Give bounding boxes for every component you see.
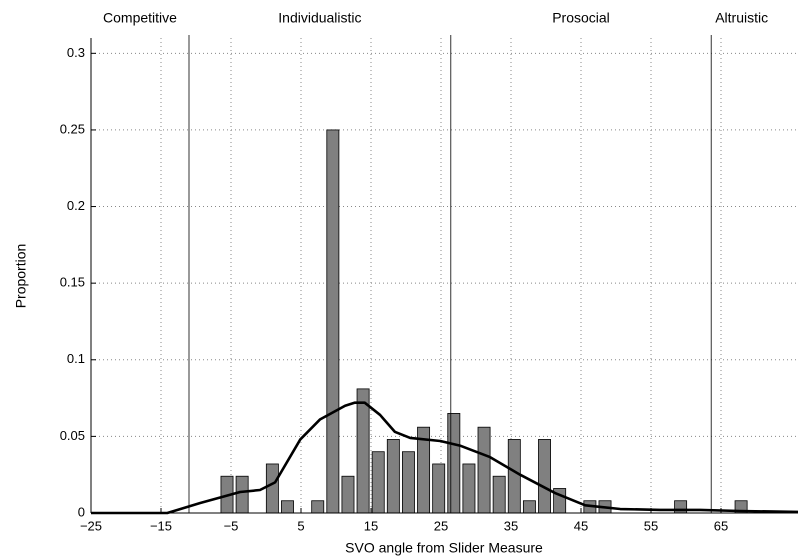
bar (265, 463, 279, 514)
y-tick-label: 0.3 (67, 45, 85, 60)
bar (432, 463, 446, 514)
bar (341, 475, 355, 514)
region-label: Prosocial (552, 10, 610, 26)
bar (386, 439, 400, 514)
x-tick-label: −25 (80, 518, 102, 533)
bar (522, 500, 536, 514)
y-tick-label: 0.15 (60, 275, 85, 290)
bar (371, 451, 385, 514)
x-tick-label: 25 (434, 518, 448, 533)
bar (281, 500, 294, 514)
y-tick-label: 0 (78, 504, 85, 519)
bar (326, 129, 340, 514)
y-tick-label: 0.2 (67, 198, 85, 213)
x-tick-label: 15 (364, 518, 378, 533)
bar (477, 426, 491, 514)
y-tick-label: 0.05 (60, 428, 85, 443)
x-tick-label: 45 (574, 518, 588, 533)
density-line (91, 401, 798, 515)
bar (507, 439, 521, 514)
bar (356, 388, 370, 514)
x-axis-label: SVO angle from Slider Measure (345, 540, 543, 556)
region-label: Competitive (103, 10, 177, 26)
x-tick-label: 5 (297, 518, 304, 533)
bar (311, 500, 325, 514)
x-tick-label: −5 (224, 518, 239, 533)
bar (447, 413, 461, 514)
bar (538, 439, 551, 514)
x-tick-label: 65 (714, 518, 728, 533)
region-label: Altruistic (715, 10, 768, 26)
x-tick-label: 35 (504, 518, 518, 533)
region-label: Individualistic (278, 10, 361, 26)
bar (235, 475, 249, 514)
bar (462, 463, 476, 514)
x-tick-label: −15 (150, 518, 172, 533)
x-tick-label: 55 (644, 518, 658, 533)
y-axis-label: Proportion (13, 244, 29, 309)
bar (402, 451, 415, 514)
y-tick-label: 0.1 (67, 351, 85, 366)
bar (492, 475, 506, 514)
y-tick-label: 0.25 (60, 121, 85, 136)
